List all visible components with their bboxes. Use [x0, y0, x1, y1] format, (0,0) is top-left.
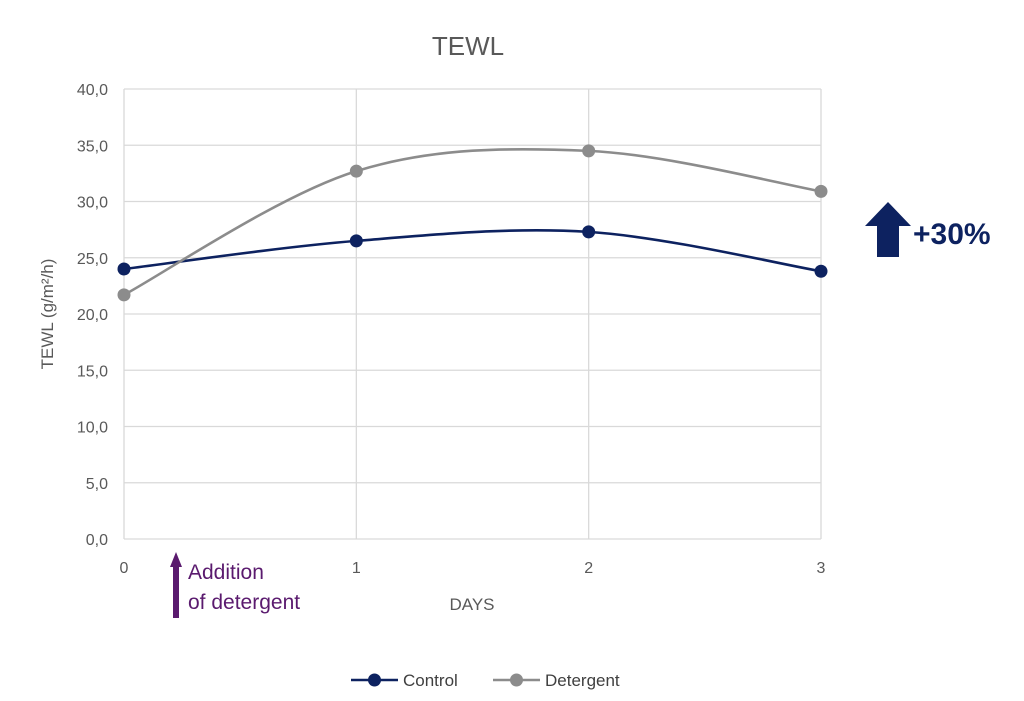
y-tick-label: 25,0 — [77, 251, 108, 268]
addition-annotation: Addition of detergent — [170, 552, 300, 618]
data-point — [349, 234, 363, 248]
grid — [123, 88, 822, 540]
series-line — [123, 147, 822, 297]
x-axis-ticks: 0 1 2 3 — [120, 560, 826, 577]
series-line — [123, 228, 822, 273]
data-point — [814, 264, 828, 278]
legend-swatch-marker — [510, 673, 523, 687]
data-point — [814, 184, 828, 198]
data-point — [582, 225, 596, 239]
x-axis-label: DAYS — [449, 595, 494, 614]
addition-label-line2: of detergent — [188, 591, 300, 614]
y-tick-label: 20,0 — [77, 307, 108, 324]
data-point — [117, 288, 131, 302]
x-tick-label: 1 — [352, 560, 361, 577]
y-tick-label: 15,0 — [77, 363, 108, 380]
y-tick-label: 40,0 — [77, 82, 108, 99]
y-axis-label: TEWL (g/m²/h) — [38, 259, 57, 370]
legend-label: Detergent — [545, 671, 620, 690]
y-tick-label: 0,0 — [86, 532, 108, 549]
y-axis-ticks: 0,0 5,0 10,0 15,0 20,0 25,0 30,0 35,0 40,0 — [77, 82, 108, 549]
legend-item-control: Control — [351, 671, 458, 690]
y-tick-label: 5,0 — [86, 476, 108, 493]
addition-arrow-icon — [170, 552, 182, 618]
x-tick-label: 3 — [817, 560, 826, 577]
addition-label-line1: Addition — [188, 561, 264, 584]
legend-swatch-marker — [368, 673, 381, 687]
series-detergent — [117, 144, 828, 302]
x-tick-label: 2 — [584, 560, 593, 577]
y-tick-label: 10,0 — [77, 420, 108, 437]
increase-badge: +30% — [865, 202, 991, 257]
legend-item-detergent: Detergent — [493, 671, 620, 690]
up-arrow-icon — [865, 202, 911, 257]
series — [117, 144, 828, 302]
y-tick-label: 30,0 — [77, 195, 108, 212]
series-control — [117, 225, 828, 278]
x-tick-label: 0 — [120, 560, 129, 577]
data-point — [582, 144, 596, 158]
legend: Control Detergent — [351, 671, 620, 690]
data-point — [349, 164, 363, 178]
legend-label: Control — [403, 671, 458, 690]
chart-title: TEWL — [432, 31, 504, 61]
data-point — [117, 262, 131, 276]
y-tick-label: 35,0 — [77, 138, 108, 155]
increase-label: +30% — [913, 218, 991, 251]
